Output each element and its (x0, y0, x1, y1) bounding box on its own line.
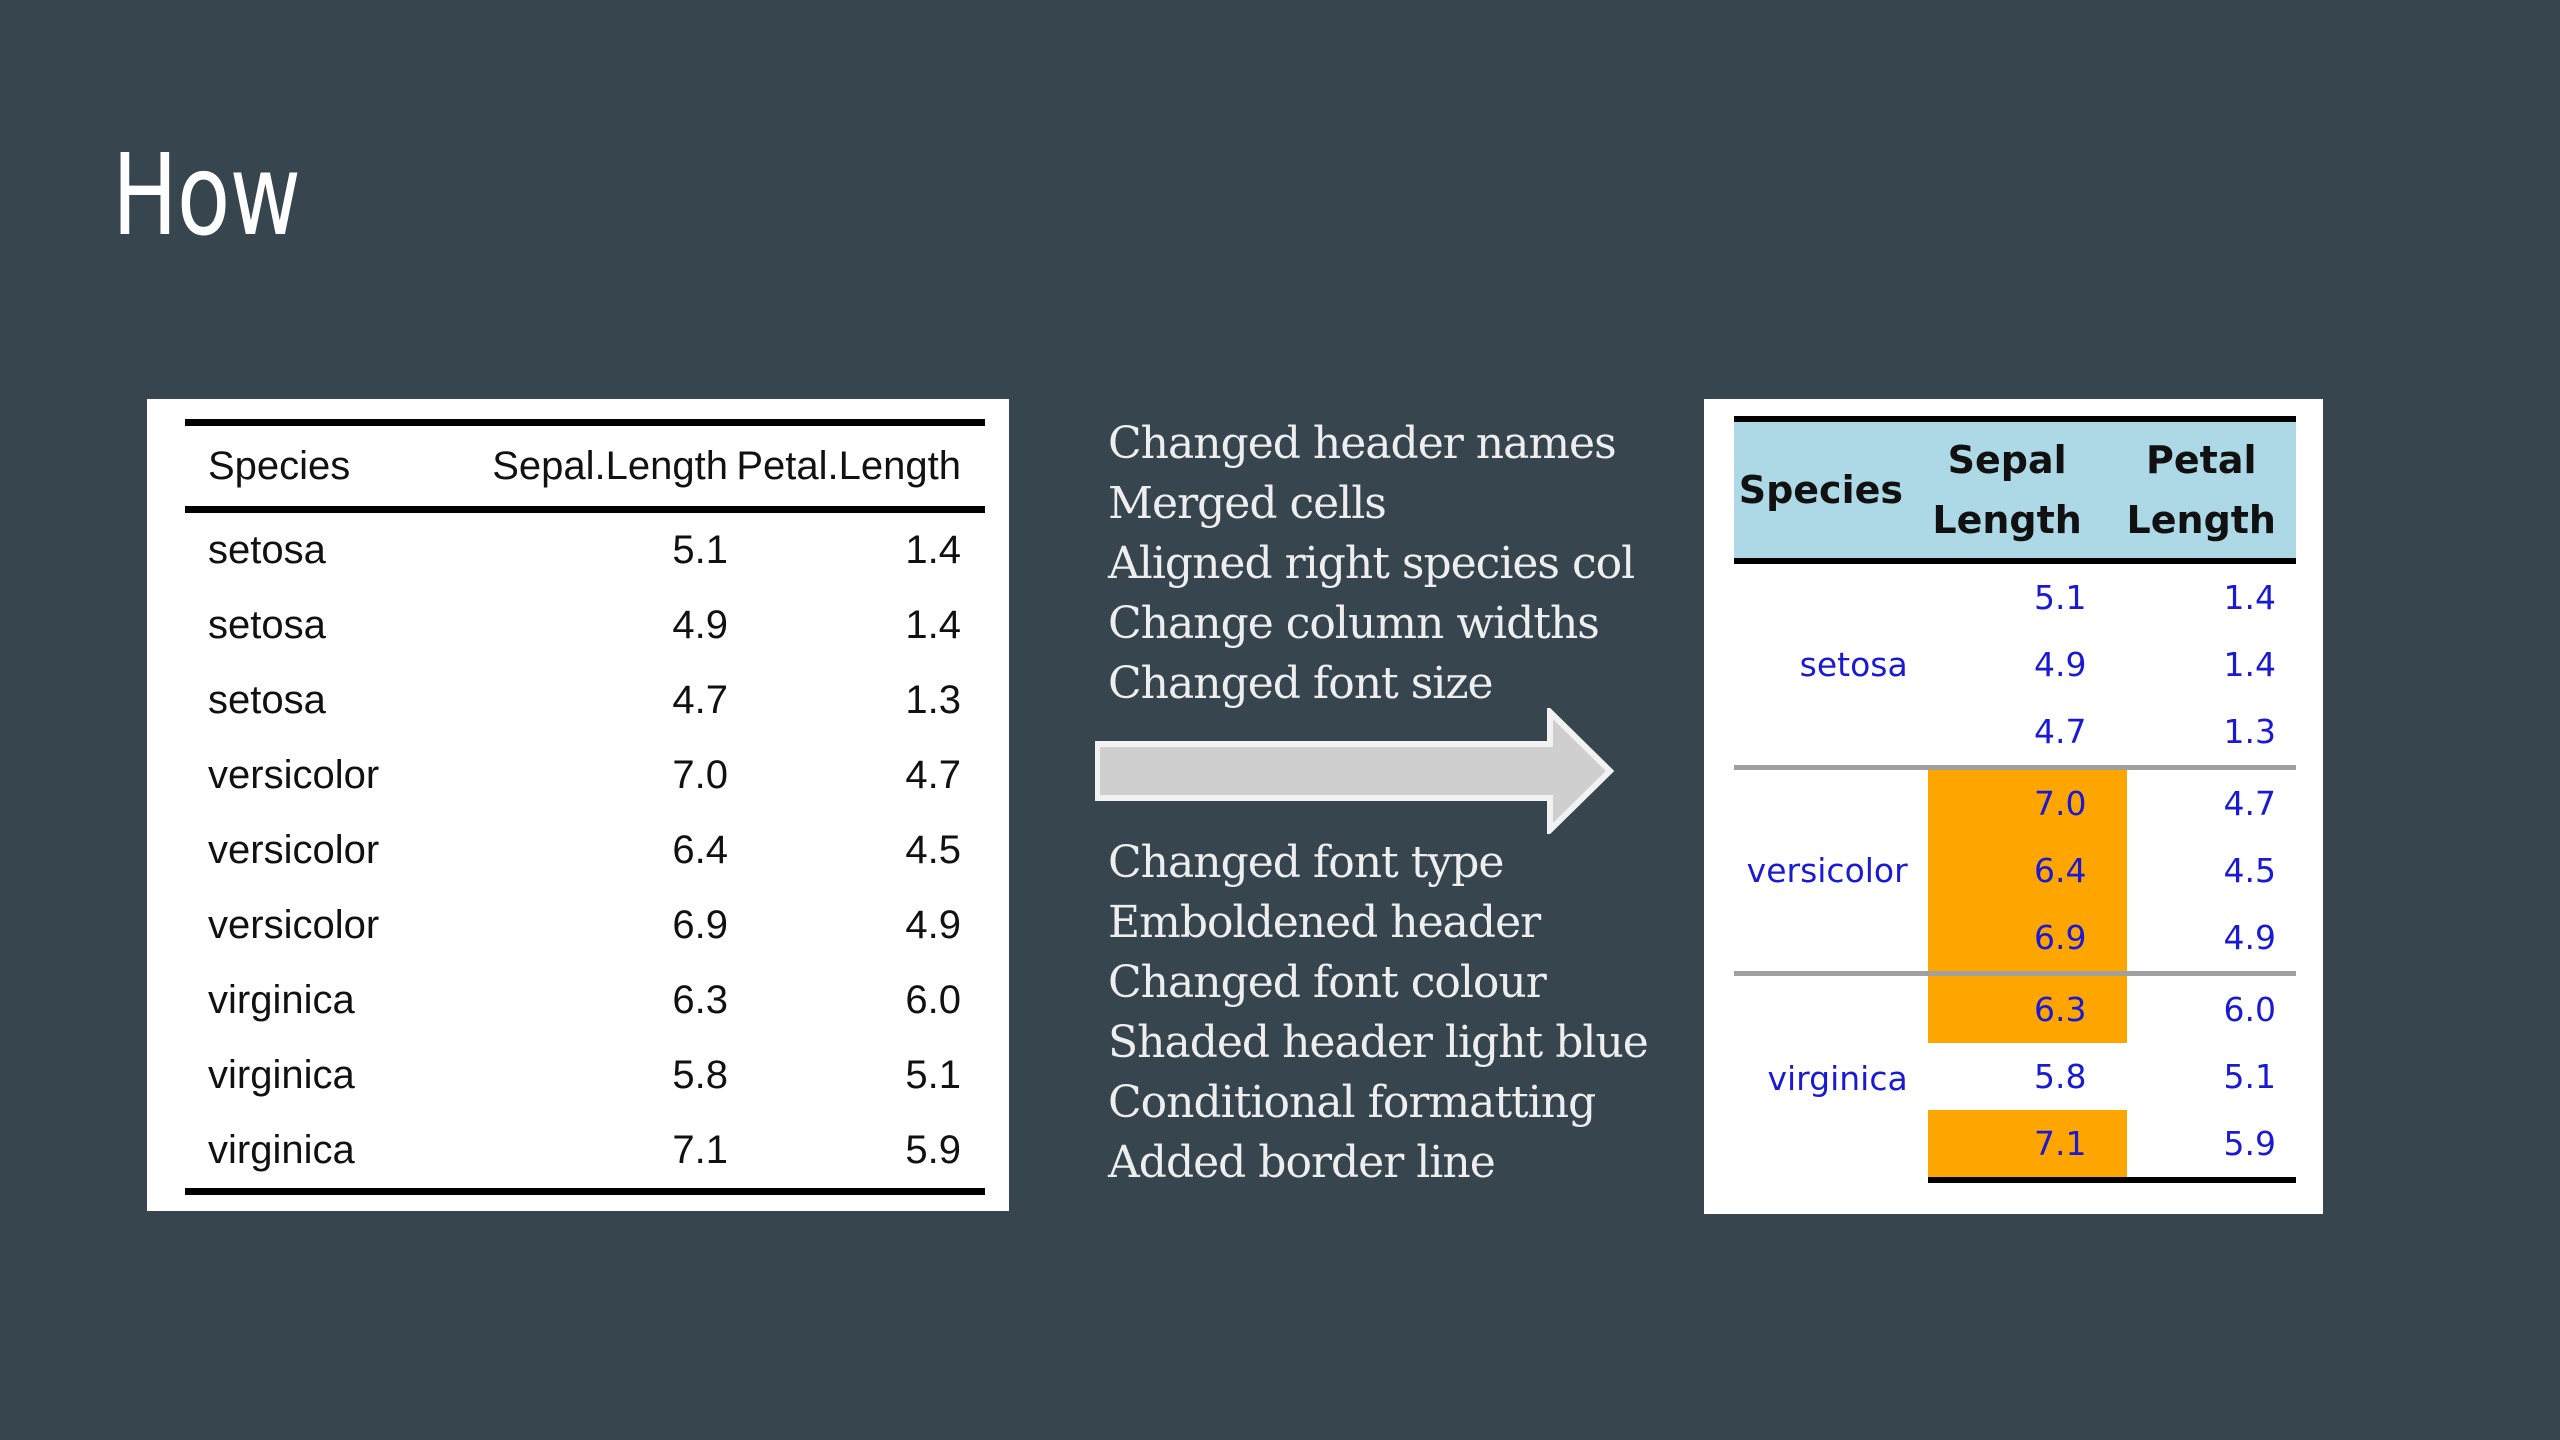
petal-length-cell: 1.4 (905, 528, 961, 572)
table-row: 7.1 5.9 (1734, 1110, 2296, 1183)
change-notes-top: Changed header names Merged cells Aligne… (1108, 414, 1635, 714)
table-row: setosa 4.7 1.3 (185, 663, 985, 738)
before-table-panel: Species Sepal.Length Petal.Length setosa… (147, 399, 1009, 1211)
note-item: Merged cells (1108, 478, 1387, 529)
after-table-header-row: Species Sepal Length Petal Length (1734, 416, 2296, 564)
species-cell: virginica (208, 1053, 355, 1097)
note-item: Shaded header light blue (1108, 1017, 1649, 1068)
after-header-species: Species (1734, 416, 1928, 564)
species-cell: virginica (208, 978, 355, 1022)
after-table-panel: Species Sepal Length Petal Length setosa 5.… (1704, 399, 2323, 1214)
before-header-petal-length: Petal.Length (728, 419, 985, 513)
sepal-length-cell: 4.9 (672, 603, 728, 647)
after-header-sepal-length: Sepal Length (1927, 416, 2127, 564)
table-row: virginica 6.3 6.0 (1734, 971, 2296, 1180)
petal-length-cell: 5.9 (728, 1113, 985, 1195)
merged-species-cell: setosa (1799, 645, 1908, 684)
table-row: 4.9 1.4 (1734, 631, 2296, 698)
highlighted-sepal-length-cell: 6.9 (1927, 904, 2127, 974)
highlighted-sepal-length-cell: 6.4 (1927, 837, 2127, 904)
table-row: versicolor 6.9 4.9 (185, 888, 985, 963)
before-header-sepal-length: Sepal.Length (426, 419, 728, 513)
sepal-length-cell: 6.4 (672, 828, 728, 872)
table-row: versicolor 6.4 4.5 (185, 813, 985, 888)
species-cell: setosa (208, 528, 326, 572)
after-table-body: setosa 5.1 1.4 4.9 1.4 4.7 1.3 versicolor 7.0 4.7… (1734, 561, 2296, 1183)
table-row: virginica 5.8 5.1 (185, 1038, 985, 1113)
table-row: setosa 5.1 1.4 (1734, 561, 2296, 684)
species-cell: setosa (208, 678, 326, 722)
note-item: Changed header names (1108, 418, 1617, 469)
table-row: 4.7 1.3 (1734, 698, 2296, 768)
table-row: 6.4 4.5 (1734, 837, 2296, 904)
species-cell: virginica (185, 1113, 426, 1195)
highlighted-sepal-length-cell: 7.0 (1927, 765, 2127, 837)
arrow-shape (1095, 708, 1615, 834)
table-row: setosa 4.9 1.4 (185, 588, 985, 663)
species-cell: versicolor (208, 753, 380, 797)
table-row: setosa 5.1 1.4 (185, 510, 985, 589)
highlighted-sepal-length-cell: 7.1 (1927, 1110, 2127, 1183)
petal-length-cell: 1.3 (905, 678, 961, 722)
note-item: Changed font colour (1108, 957, 1547, 1008)
petal-length-cell: 6.0 (2126, 971, 2296, 1043)
petal-length-cell: 5.1 (2223, 1057, 2276, 1096)
table-row: 5.8 5.1 (1734, 1043, 2296, 1110)
change-notes-bottom: Changed font type Emboldened header Chan… (1108, 833, 1649, 1193)
sepal-length-cell: 5.8 (672, 1053, 728, 1097)
petal-length-cell: 5.9 (2126, 1110, 2296, 1183)
petal-length-cell: 1.3 (2223, 712, 2276, 751)
sepal-length-cell: 4.9 (2034, 645, 2087, 684)
petal-length-cell: 1.4 (905, 603, 961, 647)
petal-length-cell: 4.7 (905, 753, 961, 797)
petal-length-cell: 4.5 (905, 828, 961, 872)
note-item: Change column widths (1108, 598, 1600, 649)
species-cell: versicolor (208, 903, 380, 947)
merged-species-cell: virginica (1734, 971, 1928, 1180)
note-item: Changed font size (1108, 658, 1494, 709)
petal-length-cell: 4.7 (2126, 765, 2296, 837)
before-table: Species Sepal.Length Petal.Length setosa… (185, 419, 985, 1195)
sepal-length-cell: 4.7 (2034, 712, 2087, 751)
petal-length-cell: 1.4 (2223, 578, 2276, 617)
table-row: versicolor 7.0 4.7 (1734, 765, 2296, 974)
note-item: Emboldened header (1108, 897, 1541, 948)
before-table-header-row: Species Sepal.Length Petal.Length (185, 419, 985, 513)
table-row: virginica 7.1 5.9 (185, 1113, 985, 1195)
before-table-body: setosa 5.1 1.4 setosa 4.9 1.4 setosa 4.7 1.3 vers… (185, 510, 985, 1195)
note-item: Changed font type (1108, 837, 1504, 888)
slide-title: How (112, 131, 301, 261)
after-header-petal-length: Petal Length (2126, 416, 2296, 564)
sepal-length-cell: 7.0 (672, 753, 728, 797)
highlighted-sepal-length-cell: 6.3 (1927, 971, 2127, 1043)
after-table: Species Sepal Length Petal Length setosa 5.… (1734, 416, 2296, 1183)
sepal-length-cell: 7.1 (426, 1113, 728, 1195)
petal-length-cell: 5.1 (905, 1053, 961, 1097)
table-row: 6.9 4.9 (1734, 904, 2296, 974)
sepal-length-cell: 6.9 (672, 903, 728, 947)
note-item: Conditional formatting (1108, 1077, 1596, 1128)
species-cell: versicolor (208, 828, 380, 872)
right-arrow-icon (1095, 708, 1615, 834)
petal-length-cell: 4.9 (2223, 918, 2276, 957)
sepal-length-cell: 4.7 (672, 678, 728, 722)
note-item: Added border line (1108, 1137, 1496, 1188)
petal-length-cell: 6.0 (905, 978, 961, 1022)
sepal-length-cell: 5.1 (672, 528, 728, 572)
before-header-species: Species (185, 419, 426, 513)
merged-species-cell: versicolor (1734, 765, 1928, 974)
petal-length-cell: 1.4 (2223, 645, 2276, 684)
table-row: versicolor 7.0 4.7 (185, 738, 985, 813)
note-item: Aligned right species col (1108, 538, 1635, 589)
sepal-length-cell: 5.1 (2034, 578, 2087, 617)
sepal-length-cell: 5.8 (2034, 1057, 2087, 1096)
petal-length-cell: 4.5 (2223, 851, 2276, 890)
table-row: virginica 6.3 6.0 (185, 963, 985, 1038)
sepal-length-cell: 6.3 (672, 978, 728, 1022)
petal-length-cell: 4.9 (905, 903, 961, 947)
species-cell: setosa (208, 603, 326, 647)
